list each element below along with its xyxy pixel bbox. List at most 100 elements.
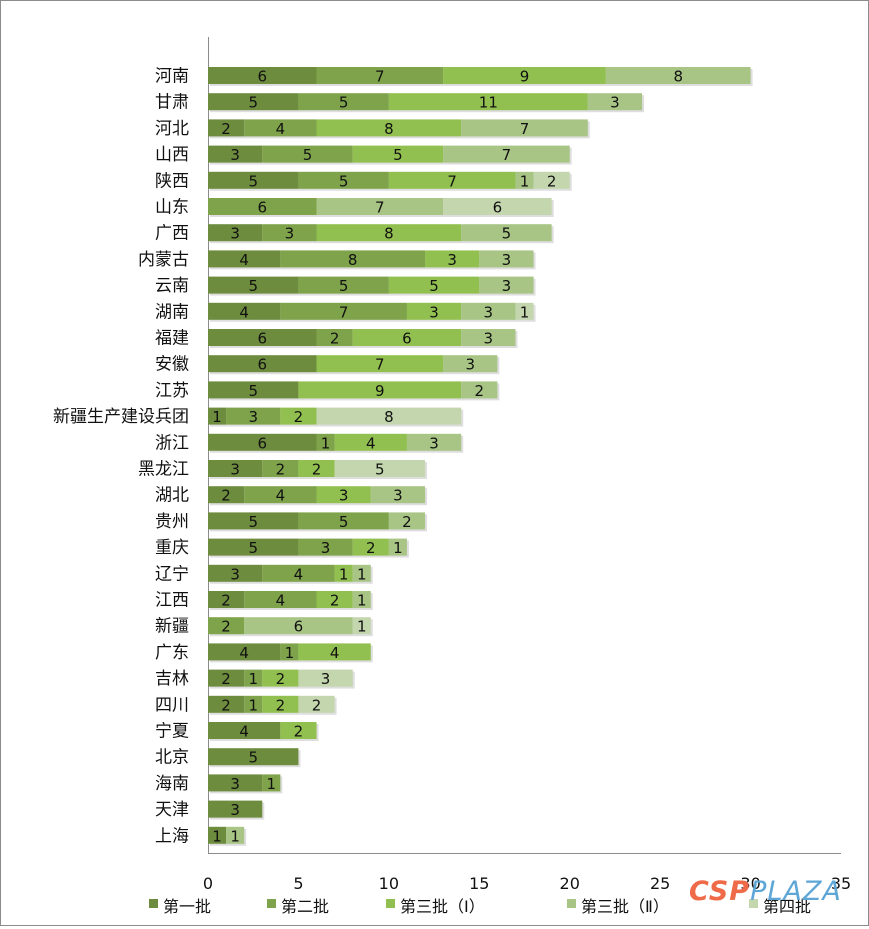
segment-value-label: 1 [520,303,530,321]
bar-segment [316,407,462,425]
category-label: 辽宁 [155,564,189,584]
segment-value-label: 2 [276,696,286,714]
segment-value-label: 6 [257,199,267,217]
segment-value-label: 9 [375,382,385,400]
segment-value-label: 3 [484,303,494,321]
legend-swatch [567,899,576,908]
segment-value-label: 3 [285,225,295,243]
segment-value-label: 2 [547,172,557,190]
bar-segment [352,617,371,635]
bar-segment [443,198,552,215]
bar-segment [352,145,444,163]
bar-segment [244,695,263,713]
bar-segment [226,826,245,844]
bar-segment [262,564,335,582]
bar-segment [208,774,263,792]
bar-segment [587,93,643,111]
segment-value-label: 3 [321,670,331,688]
segment-value-label: 3 [610,94,620,112]
segment-value-label: 4 [276,592,286,610]
bar-segment [208,826,227,844]
category-label: 河南 [155,67,189,87]
bar-segment [208,748,299,766]
bar-segment [388,538,407,556]
bar-segment [334,564,353,582]
bar-segment [316,433,335,451]
bar-segment [316,355,444,373]
legend-swatch [149,899,158,908]
legend-label: 第二批 [281,897,329,916]
legend-label: 第三批（Ⅱ） [581,897,669,916]
bar-segment [280,407,317,425]
segment-value-label: 7 [520,120,530,138]
segment-value-label: 8 [384,408,394,426]
bar-segment [352,591,371,608]
segment-value-label: 7 [502,146,512,164]
bar-segment [406,302,462,320]
bar-segment [316,329,353,346]
segment-value-label: 2 [276,461,286,479]
segment-value-label: 3 [339,487,349,505]
segment-value-label: 4 [330,644,340,662]
category-label: 四川 [155,695,189,715]
bar-segment [605,67,751,84]
segment-value-label: 8 [673,68,683,86]
segment-value-label: 4 [239,644,249,662]
segment-value-label: 5 [339,277,349,295]
segment-value-label: 8 [348,251,358,269]
bar-segment [316,67,444,84]
bar-segment [280,250,426,268]
bar-segment [298,669,353,687]
category-label: 新疆 [155,617,189,637]
category-label: 宁夏 [155,722,189,742]
bar-segment [244,591,317,608]
bar-segment [208,93,299,111]
category-label: 黑龙江 [138,460,189,480]
segment-value-label: 4 [239,723,249,741]
bar-segment [461,302,516,320]
legend-label: 第四批 [763,897,811,916]
legend-swatch [386,899,395,908]
segment-value-label: 3 [502,251,512,269]
segment-value-label: 2 [294,408,304,426]
bar-segment [262,695,299,713]
segment-value-label: 5 [339,94,349,112]
category-label: 山西 [155,145,189,165]
bar-segment [208,460,263,477]
segment-value-label: 2 [402,513,412,531]
bar-segment [316,591,353,608]
bar-segment [262,669,299,687]
segment-value-label: 6 [257,434,267,452]
segment-value-label: 6 [257,68,267,86]
bar-segment [443,355,498,373]
segment-value-label: 11 [479,94,498,112]
segment-value-label: 1 [357,592,367,610]
bar-segment [208,722,281,739]
segment-value-label: 5 [303,146,313,164]
segment-value-label: 3 [230,461,240,479]
category-label: 湖南 [155,302,189,322]
segment-value-label: 2 [221,487,231,505]
segment-value-label: 8 [384,225,394,243]
segment-value-label: 2 [312,696,322,714]
bar-segment [298,276,389,294]
bar-segment [208,119,245,137]
category-label: 浙江 [155,433,189,453]
segment-value-label: 3 [230,225,240,243]
bar-segment [280,722,317,739]
bar-segment [208,381,299,399]
x-tick-label: 30 [740,874,760,893]
x-tick-label: 0 [203,874,213,893]
category-label: 海南 [155,774,189,794]
category-label: 陕西 [155,171,189,191]
bar-segment [208,800,263,818]
segment-value-label: 6 [493,199,503,217]
segment-value-label: 1 [321,434,331,452]
category-label: 广东 [155,643,189,663]
segment-value-label: 2 [330,330,340,348]
segment-value-label: 1 [285,644,295,662]
legend-swatch [749,899,758,908]
bar-segment [280,643,299,661]
category-label: 河北 [155,119,189,139]
segment-value-label: 1 [212,827,222,845]
